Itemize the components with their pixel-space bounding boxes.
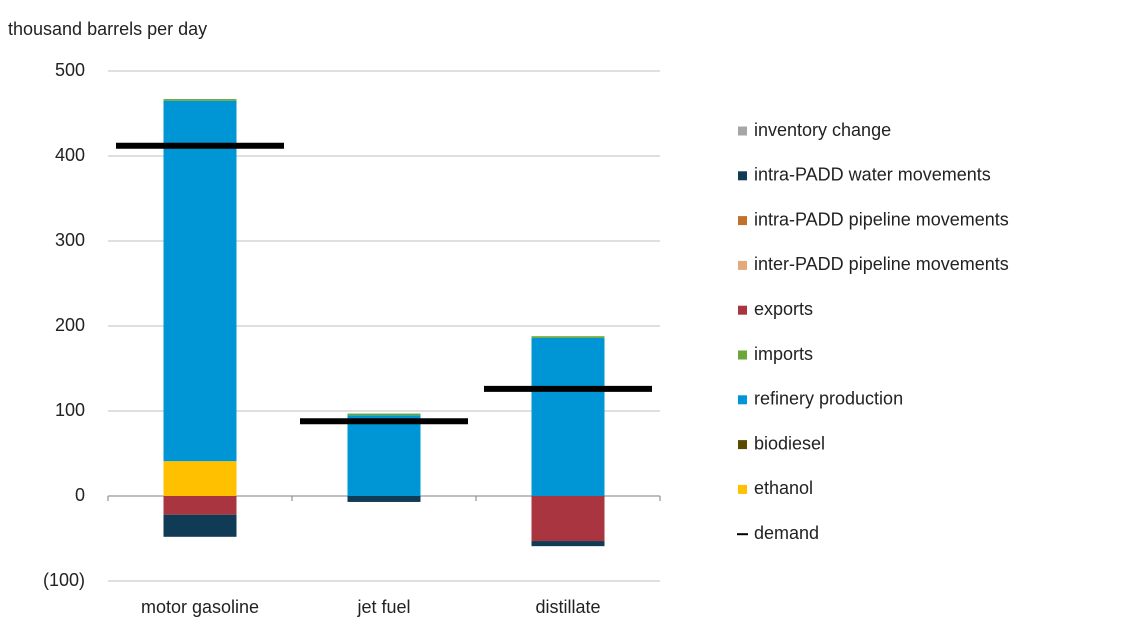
x-tick-label: distillate bbox=[535, 597, 600, 617]
legend-swatch bbox=[738, 305, 747, 315]
legend-label: inter-PADD pipeline movements bbox=[754, 254, 1009, 274]
y-tick-label: 400 bbox=[55, 145, 85, 165]
y-tick-label: 300 bbox=[55, 230, 85, 250]
bar-segment bbox=[531, 541, 605, 547]
legend-label: intra-PADD water movements bbox=[754, 165, 991, 185]
legend-swatch bbox=[738, 126, 747, 136]
bar-segment bbox=[163, 514, 237, 537]
legend-swatch bbox=[738, 350, 747, 360]
legend-swatch bbox=[738, 440, 747, 450]
legend-swatch bbox=[738, 260, 747, 270]
legend-swatch bbox=[738, 216, 747, 226]
bar-segment bbox=[347, 496, 421, 502]
legend-swatch bbox=[738, 171, 747, 181]
legend-swatch bbox=[738, 395, 747, 405]
y-tick-label: 100 bbox=[55, 400, 85, 420]
legend-label: biodiesel bbox=[754, 433, 825, 453]
y-tick-label: 500 bbox=[55, 60, 85, 80]
y-tick-label: (100) bbox=[43, 570, 85, 590]
y-tick-label: 200 bbox=[55, 315, 85, 335]
axis-title: thousand barrels per day bbox=[8, 19, 207, 39]
bar-segment bbox=[163, 99, 237, 101]
bar-segment bbox=[531, 336, 605, 338]
legend-label: exports bbox=[754, 299, 813, 319]
x-tick-label: jet fuel bbox=[356, 597, 410, 617]
legend-label: ethanol bbox=[754, 478, 813, 498]
legend-label: inventory change bbox=[754, 120, 891, 140]
bar-segment bbox=[347, 413, 421, 416]
bar-segment bbox=[531, 496, 605, 542]
bar-segment bbox=[163, 100, 237, 462]
legend-swatch bbox=[738, 484, 747, 494]
bar-segment bbox=[347, 415, 421, 496]
bar-segment bbox=[531, 337, 605, 496]
bar-segment bbox=[163, 461, 237, 496]
legend-label: refinery production bbox=[754, 389, 903, 409]
x-tick-label: motor gasoline bbox=[141, 597, 259, 617]
legend-label: demand bbox=[754, 523, 819, 543]
legend-label: imports bbox=[754, 344, 813, 364]
y-tick-label: 0 bbox=[75, 485, 85, 505]
bar-segment bbox=[163, 496, 237, 515]
legend-label: intra-PADD pipeline movements bbox=[754, 209, 1009, 229]
